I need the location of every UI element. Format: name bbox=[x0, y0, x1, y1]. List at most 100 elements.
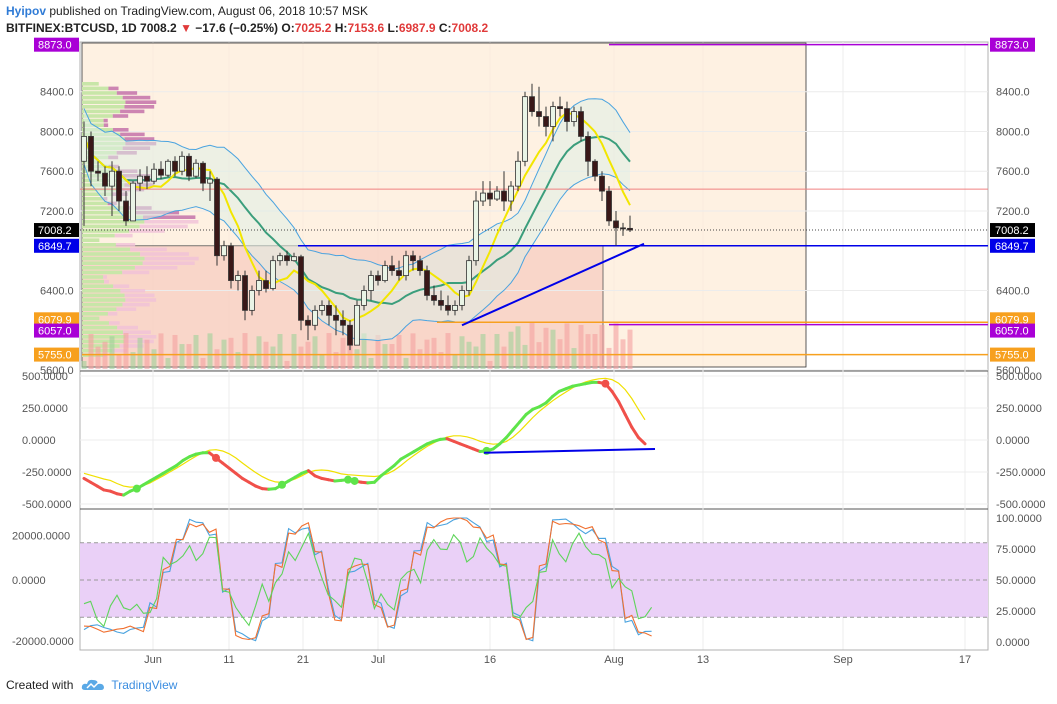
candle-body bbox=[165, 160, 171, 176]
volume-bar bbox=[193, 334, 199, 369]
volume-profile-bar bbox=[82, 224, 140, 229]
volume-bar bbox=[473, 346, 479, 369]
candle-body bbox=[438, 300, 444, 306]
candle-body bbox=[424, 270, 430, 296]
candle-body bbox=[242, 275, 248, 311]
candle-body bbox=[340, 319, 346, 326]
candle-body bbox=[585, 136, 591, 162]
candle-body bbox=[550, 106, 556, 127]
stoch-y-tick-left: 20000.0000 bbox=[12, 530, 70, 542]
candle-body bbox=[571, 111, 577, 122]
osc-main-segment bbox=[392, 457, 403, 468]
volume-profile-bar bbox=[140, 252, 189, 256]
y-tick-label-left: 8400.0 bbox=[40, 87, 74, 99]
osc-main-segment bbox=[630, 425, 640, 439]
volume-profile-bar bbox=[82, 325, 118, 330]
volume-bar bbox=[158, 333, 164, 369]
volume-bar bbox=[312, 336, 318, 369]
volume-bar bbox=[165, 357, 171, 369]
candle-body bbox=[431, 295, 437, 301]
tradingview-brand-link[interactable]: TradingView bbox=[111, 678, 178, 692]
candle-body bbox=[277, 255, 283, 262]
volume-profile-bar bbox=[124, 105, 155, 109]
candle-body bbox=[284, 255, 290, 262]
price-badge-left bbox=[34, 223, 79, 238]
volume-profile-bar bbox=[82, 215, 144, 219]
volume-bar bbox=[270, 346, 276, 369]
candle-body bbox=[144, 175, 150, 182]
low-value: 6987.9 bbox=[398, 21, 436, 35]
y-tick-label-left: 7600.0 bbox=[40, 166, 74, 178]
close-value: 7008.2 bbox=[451, 21, 489, 35]
author-name[interactable]: Hyipov bbox=[6, 4, 47, 18]
price-badge-right-text: 5755.0 bbox=[995, 350, 1029, 362]
candle-body bbox=[102, 172, 108, 187]
volume-profile-bar bbox=[82, 114, 113, 118]
price-badge-right bbox=[990, 223, 1035, 238]
volume-bar bbox=[494, 334, 500, 369]
x-tick-label: 17 bbox=[959, 654, 971, 666]
osc-signal-line bbox=[83, 377, 646, 488]
tradingview-cloud-icon bbox=[82, 679, 105, 690]
chart-header: Hyipov published on TradingView.com, Aug… bbox=[6, 3, 488, 37]
volume-bar bbox=[200, 357, 206, 369]
osc-main-segment bbox=[610, 389, 621, 404]
volume-profile-bar bbox=[82, 86, 109, 91]
y-tick-label-left: 6400.0 bbox=[40, 285, 74, 297]
price-badge-left bbox=[34, 323, 79, 338]
volume-bar bbox=[319, 354, 325, 369]
price-badge-left-text: 6057.0 bbox=[38, 326, 72, 338]
osc-main-segment bbox=[518, 412, 528, 424]
volume-bar bbox=[529, 323, 535, 369]
price-change: −17.6 (−0.25%) bbox=[195, 21, 279, 35]
volume-bar bbox=[242, 333, 248, 369]
osc-main-segment bbox=[372, 474, 383, 484]
volume-profile-bar bbox=[134, 266, 178, 270]
volume-bar bbox=[228, 337, 234, 369]
y-tick-label-right: 7200.0 bbox=[996, 206, 1030, 218]
volume-bar bbox=[116, 354, 122, 369]
volume-bar bbox=[102, 341, 108, 369]
price-badge-left bbox=[34, 312, 79, 327]
volume-bar bbox=[109, 336, 115, 369]
volume-profile-bar bbox=[104, 279, 109, 284]
candle-body bbox=[179, 155, 185, 172]
volume-profile-bar bbox=[82, 321, 109, 325]
volume-bar bbox=[172, 334, 178, 369]
volume-profile-bar bbox=[112, 348, 128, 353]
volume-profile-bar bbox=[103, 123, 109, 127]
stoch-k-line bbox=[83, 517, 652, 642]
volume-bar bbox=[123, 333, 129, 369]
price-badge-left-text: 6849.7 bbox=[38, 241, 72, 253]
volume-profile-bar bbox=[82, 339, 125, 344]
candle-body bbox=[403, 255, 409, 276]
candle-body bbox=[270, 260, 276, 289]
volume-bar bbox=[410, 333, 416, 369]
osc-main-segment bbox=[511, 420, 522, 432]
volume-bar bbox=[417, 349, 423, 369]
volume-profile-bar bbox=[82, 100, 126, 104]
candle-body bbox=[473, 200, 479, 262]
stoch-y-tick-right: 75.0000 bbox=[996, 544, 1036, 556]
candle-body bbox=[249, 290, 255, 311]
volume-bar bbox=[130, 352, 136, 369]
volume-bar bbox=[459, 336, 465, 369]
candle-body bbox=[494, 190, 500, 200]
volume-profile-bar bbox=[82, 201, 108, 206]
osc-main-segment bbox=[623, 412, 634, 429]
volume-bar bbox=[396, 335, 402, 369]
volume-profile-bar bbox=[82, 243, 116, 247]
volume-profile-bar bbox=[82, 261, 143, 265]
osc-cross-dot bbox=[601, 379, 610, 388]
volume-bar bbox=[340, 337, 346, 369]
volume-profile-bar bbox=[82, 247, 131, 252]
candle-body bbox=[186, 155, 192, 177]
candle-body bbox=[599, 175, 605, 192]
volume-profile-bar bbox=[117, 325, 139, 330]
candle-body bbox=[298, 256, 304, 321]
candle-body bbox=[578, 111, 584, 137]
y-tick-label-right: 8400.0 bbox=[996, 87, 1030, 99]
volume-profile-bar bbox=[116, 307, 137, 311]
volume-profile-bar bbox=[120, 132, 145, 137]
